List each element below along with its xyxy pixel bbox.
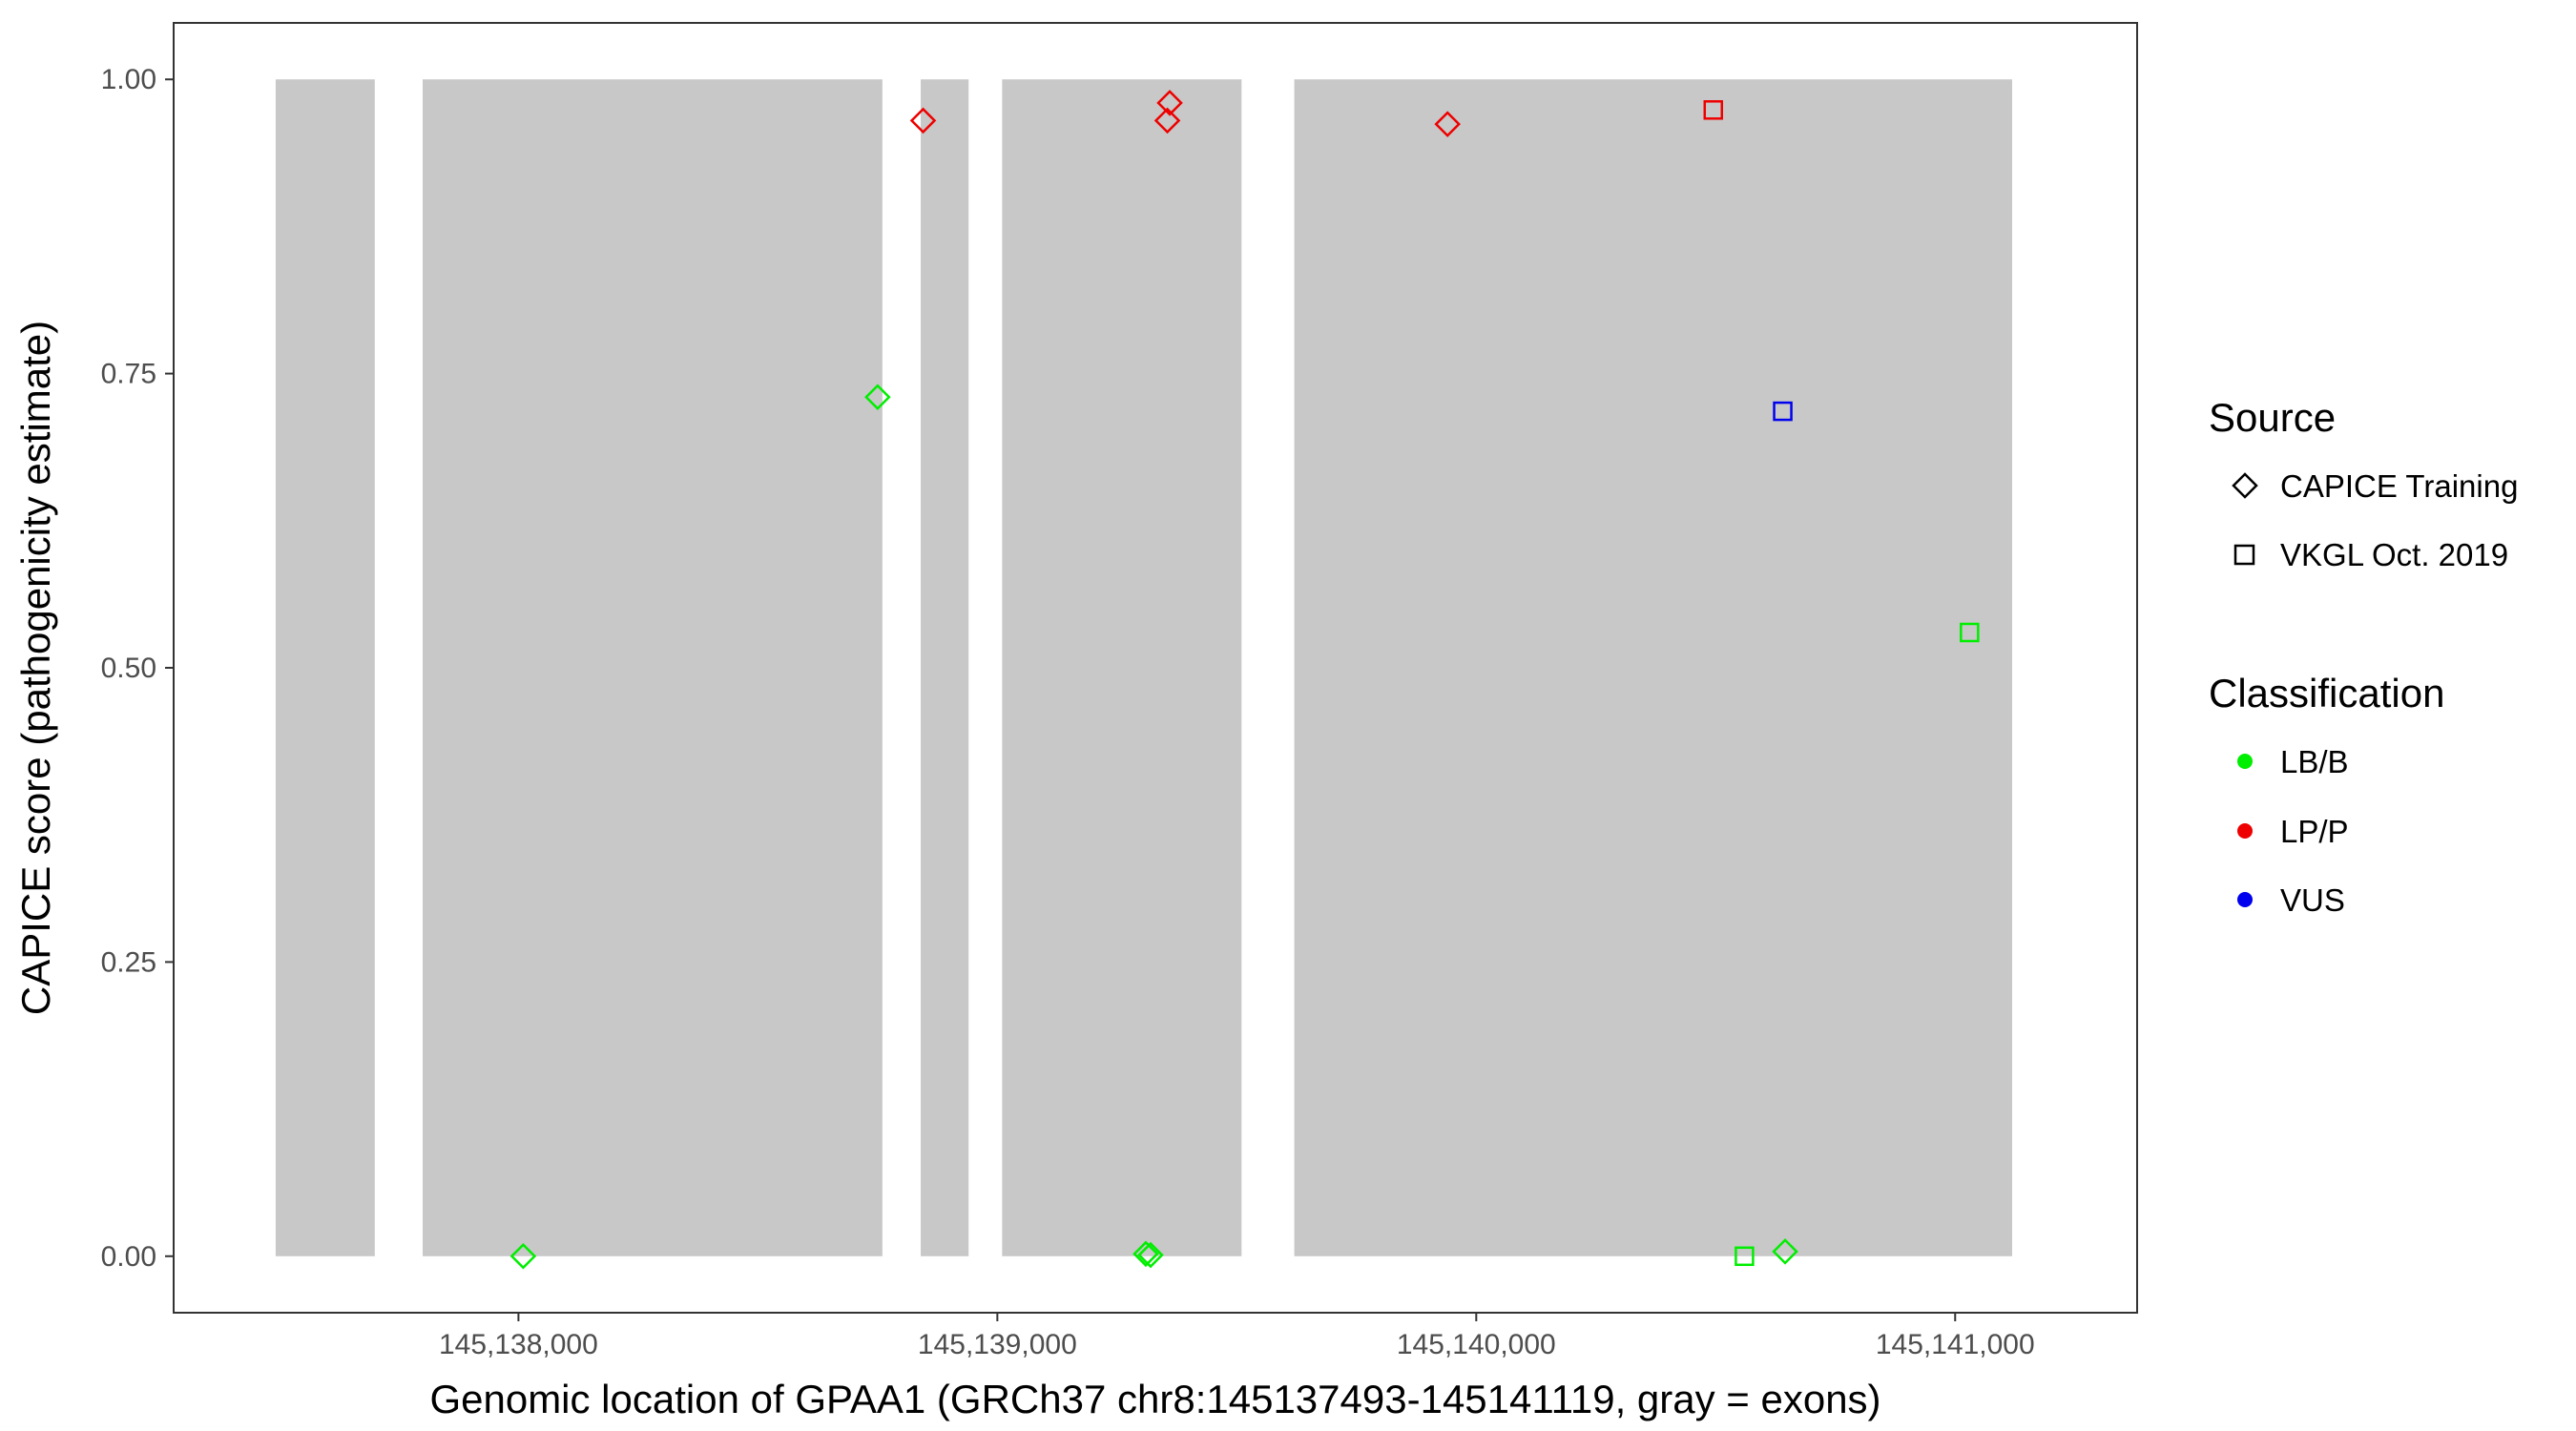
legend-lpp-dot-icon	[2237, 823, 2253, 839]
point-square-lbb	[1960, 622, 1980, 643]
point-diamond-lpp	[1156, 90, 1183, 116]
point-diamond-lpp	[909, 107, 937, 135]
point-square-lbb	[1735, 1246, 1755, 1267]
legend-lbb-dot-icon	[2237, 754, 2253, 769]
x-tick-label: 145,141,000	[1876, 1329, 2035, 1360]
y-tick-label: 0.75	[101, 359, 156, 390]
legend-source-vkgl: VKGL Oct. 2019	[2280, 537, 2508, 572]
legend-source: Source CAPICE Training VKGL Oct. 2019	[2209, 395, 2518, 572]
legend-source-title: Source	[2209, 395, 2336, 440]
point-diamond-lbb	[864, 384, 891, 411]
exon-band-1	[275, 79, 375, 1256]
y-axis-title: CAPICE score (pathogenicity estimate)	[13, 321, 58, 1015]
x-tick-label: 145,138,000	[439, 1329, 598, 1360]
x-tick-label: 145,140,000	[1397, 1329, 1556, 1360]
data-points	[509, 90, 1980, 1270]
exon-band-3	[921, 79, 969, 1256]
exon-band-5	[1294, 79, 2012, 1256]
point-square-lpp	[1703, 100, 1724, 120]
point-square-vus	[1773, 401, 1793, 422]
legend-vus-dot-icon	[2237, 892, 2253, 907]
x-axis-title: Genomic location of GPAA1 (GRCh37 chr8:1…	[429, 1377, 1880, 1421]
y-tick-label: 0.50	[101, 653, 156, 684]
legend-classification: Classification LB/B LP/P VUS	[2209, 671, 2444, 918]
x-tick-label: 145,139,000	[918, 1329, 1077, 1360]
legend-classification-vus: VUS	[2280, 882, 2345, 918]
point-diamond-lpp	[1434, 111, 1461, 137]
legend-classification-lbb: LB/B	[2280, 744, 2349, 779]
x-axis: 145,138,000 145,139,000 145,140,000 145,141…	[439, 1313, 2035, 1360]
legend-classification-lpp: LP/P	[2280, 814, 2349, 849]
y-axis: 0.00 0.25 0.50 0.75 1.00	[101, 64, 174, 1273]
legend-classification-title: Classification	[2209, 671, 2444, 716]
point-diamond-lbb	[509, 1243, 537, 1270]
exon-band-2	[423, 79, 883, 1256]
y-tick-label: 0.00	[101, 1241, 156, 1273]
legend-source-capice-training: CAPICE Training	[2280, 468, 2518, 504]
point-diamond-lpp	[1153, 107, 1181, 135]
legend-square-icon	[2233, 544, 2255, 566]
exon-bands	[275, 79, 2012, 1256]
point-diamond-lbb	[1772, 1238, 1798, 1265]
legend-diamond-icon	[2232, 472, 2258, 499]
point-diamond-lbb	[1132, 1240, 1159, 1268]
y-tick-label: 0.25	[101, 946, 156, 978]
point-diamond-lbb	[1137, 1241, 1164, 1269]
y-tick-label: 1.00	[101, 64, 156, 95]
exon-band-4	[1002, 79, 1242, 1256]
